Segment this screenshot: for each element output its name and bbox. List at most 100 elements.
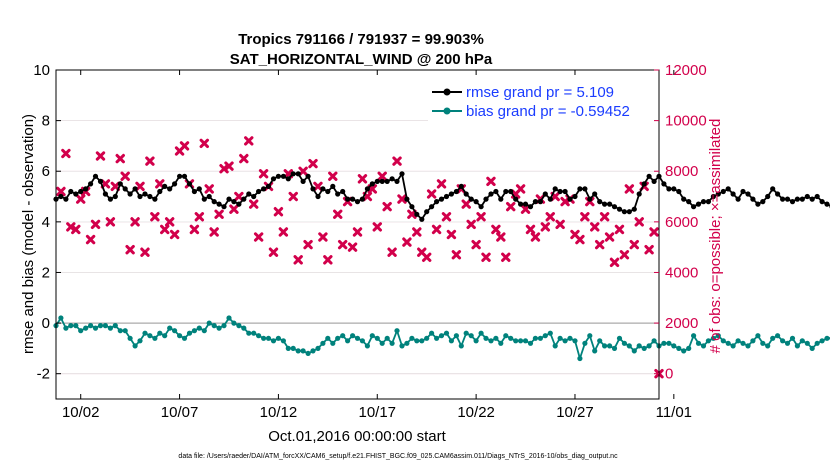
series-point-1 xyxy=(626,343,632,349)
series-point-0 xyxy=(572,193,578,200)
y2-tick-label: 0 xyxy=(665,366,673,383)
series-point-0 xyxy=(745,191,751,197)
series-point-0 xyxy=(616,206,623,212)
series-point-1 xyxy=(394,328,400,334)
series-point-0 xyxy=(315,193,321,200)
y-tick-label: -2 xyxy=(37,366,50,383)
series-point-0 xyxy=(448,191,454,197)
series-point-0 xyxy=(280,173,286,179)
series-point-1 xyxy=(191,328,197,334)
series-point-0 xyxy=(261,186,267,192)
obs-marker xyxy=(560,196,570,207)
obs-marker xyxy=(624,184,635,194)
series-point-0 xyxy=(607,201,613,207)
series-point-0 xyxy=(443,193,450,200)
chart-title: Tropics 791166 / 791937 = 99.903% xyxy=(238,31,484,48)
series-point-1 xyxy=(700,343,707,349)
series-point-0 xyxy=(404,196,410,202)
series-point-0 xyxy=(290,171,296,177)
series-point-0 xyxy=(700,199,707,205)
series-point-1 xyxy=(424,335,430,341)
series-point-1 xyxy=(448,338,454,344)
series-point-1 xyxy=(740,340,746,346)
obs-marker xyxy=(501,252,511,262)
series-point-0 xyxy=(221,204,227,210)
series-point-1 xyxy=(537,335,544,341)
series-point-1 xyxy=(691,333,697,339)
obs-marker xyxy=(377,171,387,181)
series-point-0 xyxy=(359,196,365,202)
obs-marker xyxy=(298,166,308,176)
series-point-1 xyxy=(290,345,296,351)
series-point-1 xyxy=(157,330,163,336)
series-point-1 xyxy=(636,343,642,349)
series-point-1 xyxy=(285,345,291,351)
series-point-1 xyxy=(443,330,450,336)
series-point-1 xyxy=(621,340,628,346)
series-point-0 xyxy=(636,191,642,197)
series-point-1 xyxy=(359,338,365,344)
series-point-0 xyxy=(181,173,188,179)
series-point-1 xyxy=(681,348,687,354)
series-point-0 xyxy=(537,199,544,205)
series-point-0 xyxy=(577,186,583,192)
series-point-0 xyxy=(429,204,435,210)
obs-marker xyxy=(392,156,402,166)
series-point-0 xyxy=(765,193,771,200)
series-point-1 xyxy=(275,335,281,341)
legend-rmse-label: rmse grand pr = 5.109 xyxy=(466,84,614,101)
obs-marker xyxy=(253,232,264,242)
series-point-1 xyxy=(780,338,786,344)
series-point-1 xyxy=(201,328,207,334)
y-tick-label: 0 xyxy=(42,315,50,332)
series-point-0 xyxy=(58,193,64,200)
series-point-1 xyxy=(73,323,79,329)
obs-marker xyxy=(209,227,219,237)
series-point-1 xyxy=(532,335,539,341)
obs-marker xyxy=(169,229,180,240)
obs-marker xyxy=(120,171,130,181)
series-point-1 xyxy=(374,335,380,341)
series-point-1 xyxy=(167,325,173,331)
series-point-1 xyxy=(162,333,168,339)
series-point-1 xyxy=(369,333,375,339)
plot-background xyxy=(56,70,659,399)
obs-marker xyxy=(189,224,200,235)
y2-tick-label: 2000 xyxy=(665,315,698,332)
series-point-0 xyxy=(340,188,346,195)
obs-marker xyxy=(56,186,66,197)
series-point-0 xyxy=(409,204,415,210)
obs-marker xyxy=(337,239,348,250)
chart-subtitle: SAT_HORIZONTAL_WIND @ 200 hPa xyxy=(230,51,493,68)
obs-marker xyxy=(421,252,432,262)
series-point-1 xyxy=(587,333,593,339)
series-point-0 xyxy=(335,191,341,197)
x-tick-label: 10/22 xyxy=(457,404,495,421)
obs-marker xyxy=(323,255,333,265)
series-point-0 xyxy=(735,196,741,202)
obs-marker xyxy=(426,189,437,199)
y2-tick-label: 6000 xyxy=(665,214,698,231)
series-point-0 xyxy=(68,188,74,195)
series-point-0 xyxy=(814,193,820,200)
plot-frame xyxy=(55,69,660,400)
series-point-0 xyxy=(587,196,593,202)
series-point-0 xyxy=(592,191,598,197)
series-point-1 xyxy=(799,338,805,344)
series-point-0 xyxy=(799,196,805,202)
x-tick-label: 10/27 xyxy=(556,404,594,421)
obs-marker xyxy=(634,217,644,227)
obs-marker xyxy=(496,232,506,242)
series-point-1 xyxy=(320,340,326,346)
obs-marker xyxy=(115,153,125,164)
series-point-1 xyxy=(562,338,568,344)
series-point-1 xyxy=(379,340,385,346)
series-point-1 xyxy=(527,340,534,346)
series-point-0 xyxy=(715,191,721,197)
obs-marker xyxy=(466,219,476,230)
series-point-0 xyxy=(518,201,524,207)
x-tick-label: 10/02 xyxy=(62,404,100,421)
obs-marker xyxy=(273,207,284,217)
series-point-1 xyxy=(646,343,652,349)
series-point-1 xyxy=(483,335,489,341)
